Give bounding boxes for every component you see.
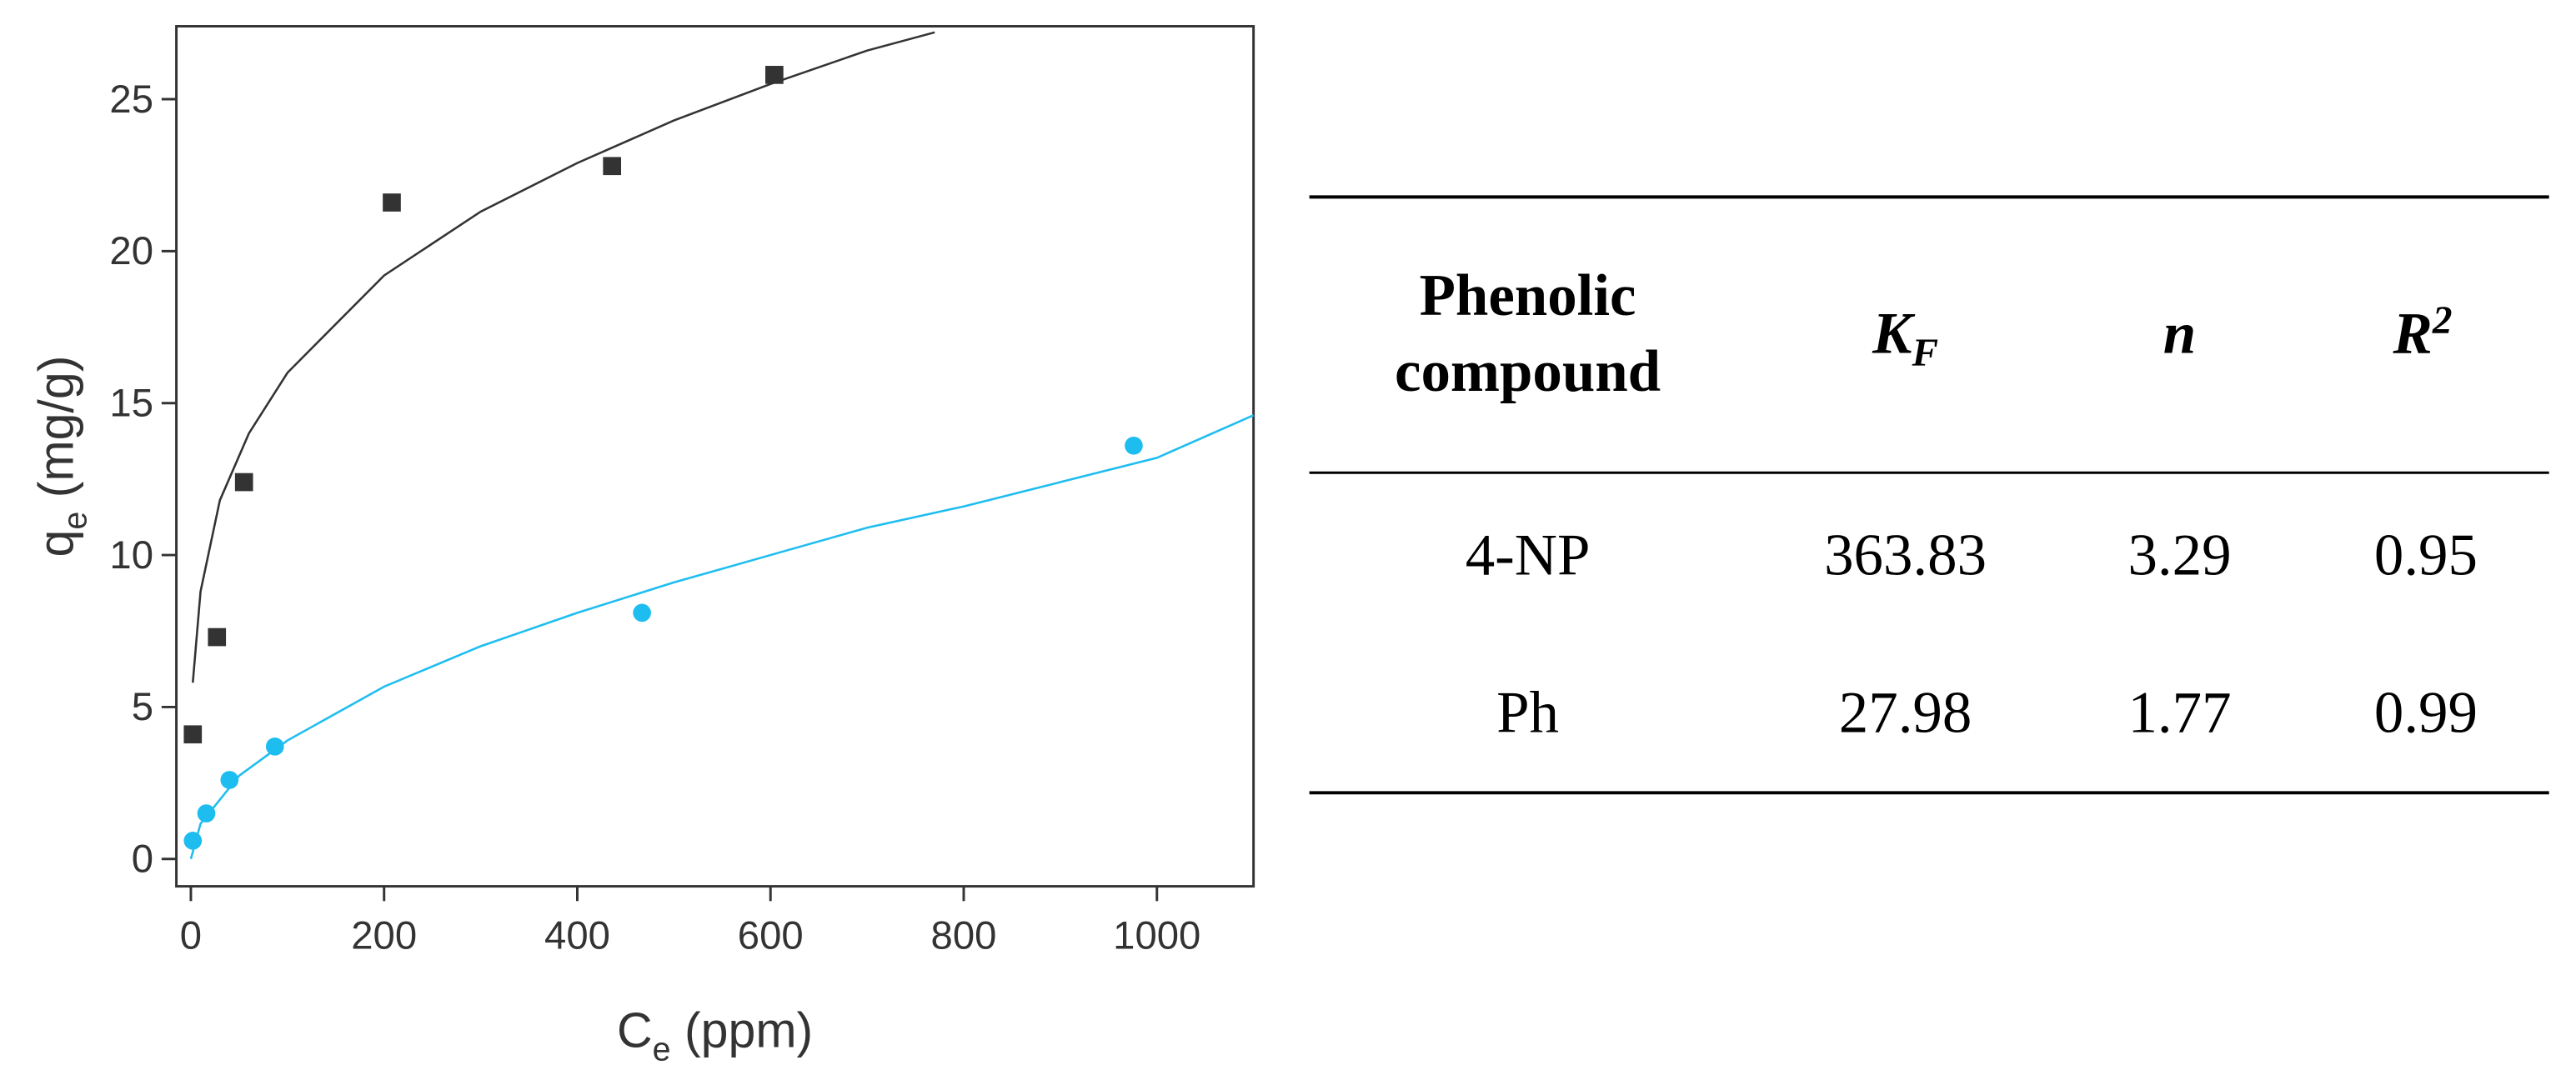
y-tick-label: 10 [109, 533, 153, 578]
y-tick-label: 20 [109, 229, 153, 273]
table-cell: Ph [1496, 680, 1559, 745]
point [603, 157, 622, 176]
column-header: n [2163, 301, 2196, 366]
column-header: compound [1395, 339, 1661, 404]
table-cell: 363.83 [1824, 522, 1987, 588]
y-tick-label: 5 [132, 685, 153, 729]
y-label-rest: (mg/g) [28, 356, 83, 512]
table-cell: 27.98 [1839, 680, 1972, 745]
y-label-main: q [28, 530, 83, 558]
x-label-rest: (ppm) [671, 1003, 814, 1058]
table-cell: 3.29 [2127, 522, 2231, 588]
point [1125, 436, 1143, 455]
y-tick-label: 25 [109, 78, 153, 122]
x-tick-label: 800 [931, 913, 997, 958]
header-script: 2 [2432, 299, 2453, 342]
point [633, 603, 651, 622]
header-main: K [1872, 301, 1916, 366]
x-label-main: C [617, 1003, 653, 1058]
y-label-sub: e [57, 512, 93, 530]
point [208, 628, 227, 647]
plot-frame [175, 25, 1255, 888]
column-header: Phenolic [1420, 263, 1636, 328]
table-cell: 0.95 [2374, 522, 2478, 588]
point [197, 804, 216, 822]
point [183, 725, 203, 744]
x-axis-label: Ce (ppm) [617, 1003, 813, 1068]
fit-curve [192, 31, 935, 683]
point [265, 737, 284, 756]
y-axis-label: qe (mg/g) [28, 356, 93, 558]
header-script: F [1911, 332, 1938, 375]
table-cell: 1.77 [2127, 680, 2231, 745]
point [183, 832, 203, 850]
fit-curve [189, 414, 1255, 860]
column-header: KF [1872, 301, 1938, 375]
point [765, 66, 784, 84]
x-tick-label: 200 [351, 913, 417, 958]
x-tick-label: 0 [180, 913, 202, 958]
point [234, 472, 253, 492]
y-tick-label: 15 [109, 381, 153, 425]
point [383, 193, 401, 212]
point [220, 771, 239, 789]
x-tick-label: 1000 [1113, 913, 1200, 958]
header-main: R [2393, 301, 2433, 366]
column-header: R2 [2393, 299, 2453, 367]
x-label-sub: e [653, 1031, 671, 1068]
x-tick-label: 400 [544, 913, 610, 958]
table-cell: 0.99 [2374, 680, 2478, 745]
y-tick-label: 0 [132, 838, 153, 882]
x-tick-label: 600 [738, 913, 804, 958]
table-cell: 4-NP [1466, 522, 1591, 588]
